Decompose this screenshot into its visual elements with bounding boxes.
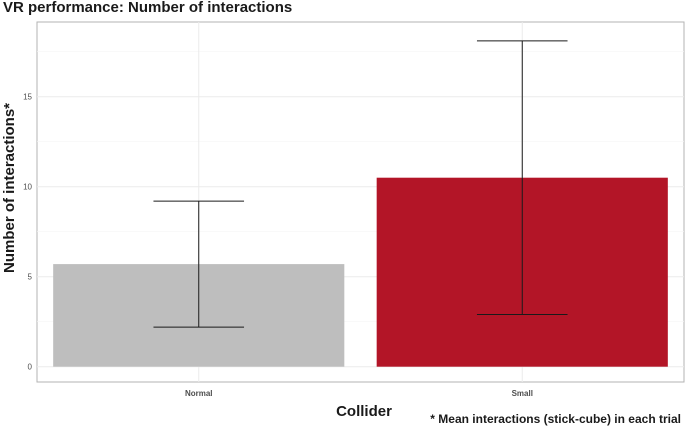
y-tick-label: 10: [23, 183, 32, 192]
x-axis-label: Collider: [336, 403, 392, 420]
error-bar-small: [476, 40, 568, 315]
x-tick-label: Normal: [185, 389, 213, 398]
y-axis-ticks: 0 5 10 15: [23, 93, 32, 372]
y-axis-label: Number of interactions*: [1, 103, 18, 273]
caption: * Mean interactions (stick-cube) in each…: [430, 412, 681, 426]
error-bar-normal: [153, 200, 245, 328]
y-tick-label: 15: [23, 93, 32, 102]
chart-title: VR performance: Number of interactions: [3, 0, 292, 16]
x-tick-label: Small: [512, 389, 533, 398]
x-axis-ticks: Normal Small: [185, 389, 533, 398]
error-bars: [153, 40, 568, 328]
y-tick-label: 5: [28, 273, 33, 282]
y-tick-label: 0: [28, 363, 33, 372]
